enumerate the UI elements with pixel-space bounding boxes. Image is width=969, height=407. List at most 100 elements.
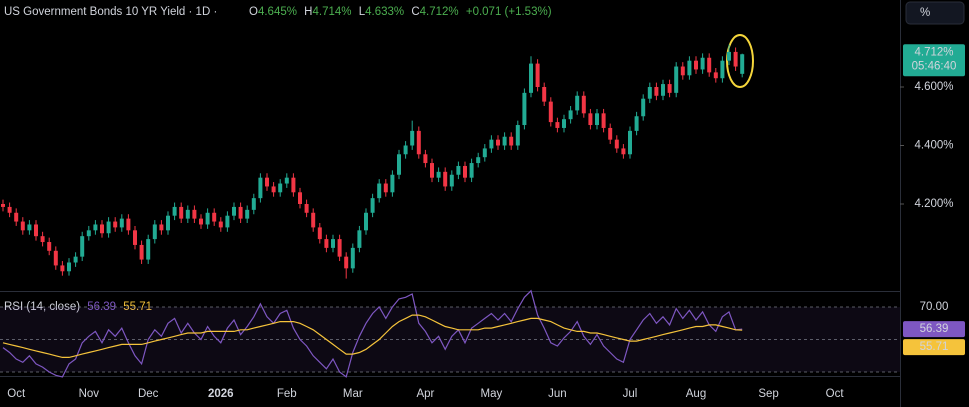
candle-body [126, 218, 131, 231]
x-tick-label: Apr [416, 388, 434, 400]
candle-body [542, 87, 547, 102]
candle-body [357, 230, 362, 248]
candle-body [258, 177, 263, 199]
candle-body [680, 66, 685, 76]
last-price-badge [903, 44, 965, 77]
candle-body [403, 145, 408, 155]
candle-body [700, 57, 705, 70]
unit-button-label[interactable]: % [920, 7, 930, 19]
candle-body [106, 221, 111, 234]
highlight-circle [726, 34, 754, 88]
candle-body [674, 66, 679, 93]
candle-body [86, 230, 91, 237]
candle-body [218, 221, 223, 228]
candle-body [192, 209, 197, 219]
candle-body [654, 87, 659, 96]
candle-body [225, 215, 230, 228]
candle-body [687, 60, 692, 76]
candle-body [423, 154, 428, 164]
candle-body [265, 177, 269, 187]
candle-body [40, 236, 45, 243]
candle-body [152, 224, 157, 240]
rsi-line [2, 289, 743, 378]
candle-body [119, 218, 124, 228]
candle-body [317, 227, 322, 240]
y-tick-label: 4.600% [914, 81, 953, 93]
candle-body [575, 95, 580, 111]
candle-body [159, 224, 164, 231]
candle-body [436, 171, 441, 178]
candle-body [733, 51, 738, 67]
candle-body [469, 163, 474, 178]
candle-body [522, 92, 527, 126]
candle-body [515, 125, 520, 146]
candle-body [291, 177, 296, 193]
candle-body [324, 239, 329, 248]
ohlc-value: 4.633% [365, 6, 404, 18]
candle-body [232, 206, 236, 216]
ohlc-letter: O [249, 6, 258, 18]
candle-body [568, 110, 573, 120]
candle-body [172, 206, 177, 216]
ohlc-letter: L [359, 6, 366, 18]
candle-body [416, 130, 421, 155]
candle-body [614, 139, 619, 149]
rsi-ma-value: 55.71 [123, 301, 152, 313]
candle-body [238, 206, 243, 219]
rsi-badge [903, 339, 965, 356]
x-tick-label: Feb [277, 388, 297, 400]
ohlc-value: 4.645% [258, 6, 297, 18]
candle-body [390, 174, 395, 193]
candle-body [139, 244, 144, 260]
unit-button[interactable] [905, 1, 965, 25]
candle-body [482, 148, 487, 158]
candle-body [608, 127, 613, 140]
ohlc-letter: C [411, 6, 419, 18]
candle-body [502, 136, 507, 146]
candle-body [535, 63, 540, 87]
candle-body [27, 224, 32, 231]
candle-body [14, 212, 19, 222]
candle-body [100, 224, 104, 234]
candle-body [694, 60, 698, 70]
candle-body [7, 206, 12, 213]
x-tick-label: 2026 [208, 388, 234, 400]
candle-body [245, 209, 250, 219]
ohlc-value: 4.714% [312, 6, 351, 18]
rsi-ma-line [2, 314, 743, 358]
x-tick-label: Dec [138, 388, 159, 400]
x-tick-label: Nov [79, 388, 100, 400]
candle-body [555, 122, 560, 128]
header: US Government Bonds 10 YR Yield · 1D · O… [4, 6, 552, 18]
candle-body [463, 165, 467, 178]
candle-body [47, 242, 52, 251]
candle-body [251, 198, 256, 210]
candle-body [304, 204, 309, 213]
candle-body [337, 239, 342, 257]
candle-body [548, 101, 553, 123]
x-tick-label: Oct [7, 388, 26, 400]
x-tick-label: Jul [623, 388, 638, 400]
ohlc-value: 4.712% [420, 6, 459, 18]
rsi-badge [903, 321, 965, 338]
candle-body [647, 87, 652, 99]
candle-body [443, 171, 448, 187]
change: +0.071 (+1.53%) [466, 6, 552, 18]
candle-body [661, 84, 665, 96]
candle-body [331, 239, 335, 248]
candle-body [364, 212, 368, 231]
candle-body [212, 212, 217, 222]
candle-body [621, 148, 626, 155]
candle-body [529, 63, 533, 93]
candle-body [740, 54, 745, 74]
candle-body [53, 250, 58, 266]
candle-body [720, 60, 725, 79]
candle-body [278, 183, 283, 193]
rsi-badge-label: 55.71 [920, 341, 949, 353]
candle-body [1, 204, 5, 207]
candle-body [581, 95, 586, 114]
candle-body [383, 183, 388, 193]
candle-body [397, 154, 401, 175]
candle-body [370, 198, 375, 213]
